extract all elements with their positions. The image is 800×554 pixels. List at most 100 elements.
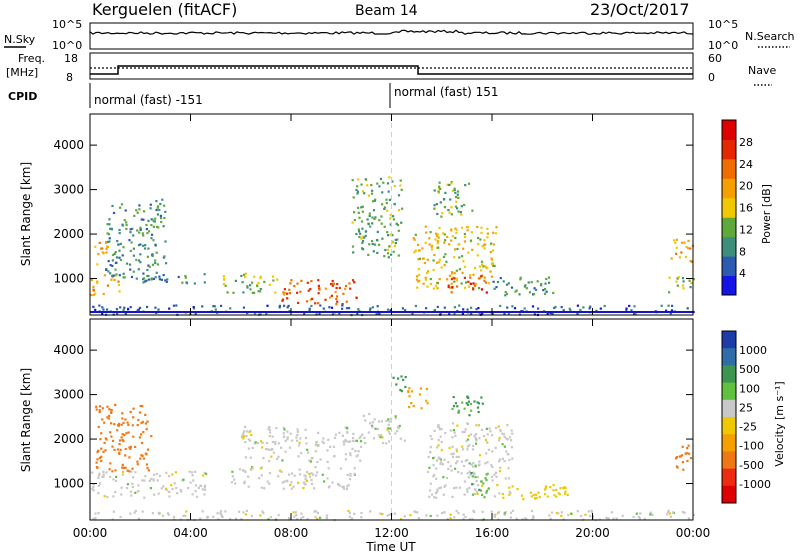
data-cell <box>478 463 481 466</box>
data-cell <box>280 470 283 473</box>
data-cell <box>394 241 397 245</box>
data-cell <box>471 248 474 251</box>
data-cell <box>122 246 125 249</box>
data-cell <box>471 448 475 451</box>
data-cell <box>550 511 554 514</box>
data-cell <box>129 228 132 231</box>
data-cell <box>278 304 281 307</box>
data-cell <box>268 435 271 438</box>
data-cell <box>160 217 163 220</box>
data-cell <box>458 486 461 489</box>
data-cell <box>231 470 234 473</box>
data-cell <box>151 218 154 221</box>
data-cell <box>346 431 349 434</box>
data-cell <box>444 484 447 487</box>
data-cell <box>297 481 300 484</box>
data-cell <box>349 454 352 457</box>
data-cell <box>128 263 132 266</box>
data-cell <box>230 481 234 484</box>
data-cell <box>450 181 453 184</box>
data-cell <box>321 473 324 476</box>
data-cell <box>120 486 123 489</box>
data-cell <box>490 262 493 266</box>
data-cell <box>433 496 436 499</box>
data-cell <box>360 183 363 186</box>
data-cell <box>109 462 112 465</box>
data-cell <box>135 258 138 262</box>
data-cell <box>134 471 137 474</box>
data-cell <box>139 243 142 246</box>
data-cell <box>498 439 501 442</box>
data-cell <box>291 439 294 442</box>
data-cell <box>119 206 122 209</box>
data-cell <box>288 446 292 449</box>
data-cell <box>475 424 478 427</box>
data-cell <box>234 482 237 485</box>
data-cell <box>243 430 246 433</box>
data-cell <box>132 476 135 479</box>
data-cell <box>392 241 395 244</box>
data-cell <box>223 278 226 281</box>
data-cell <box>476 254 479 257</box>
data-cell <box>363 192 366 195</box>
data-cell <box>435 232 438 235</box>
colorbar-swatch <box>722 451 736 470</box>
data-cell <box>410 402 413 405</box>
data-cell <box>588 515 592 518</box>
data-cell <box>681 284 685 287</box>
data-cell <box>371 426 374 429</box>
data-cell <box>92 483 95 486</box>
data-cell <box>244 456 247 459</box>
data-cell <box>370 183 373 187</box>
data-cell <box>106 240 110 244</box>
data-cell <box>486 227 489 230</box>
data-cell <box>295 436 298 439</box>
data-cell <box>414 233 417 236</box>
data-cell <box>314 302 317 305</box>
data-cell <box>463 235 467 239</box>
data-cell <box>361 227 364 230</box>
data-cell <box>540 282 543 286</box>
data-cell <box>466 472 469 475</box>
data-cell <box>530 281 533 284</box>
data-cell <box>353 219 356 222</box>
data-cell <box>456 424 459 427</box>
data-cell <box>675 238 678 241</box>
data-cell <box>287 304 290 307</box>
data-cell <box>268 460 271 463</box>
data-cell <box>387 427 390 430</box>
data-cell <box>199 484 202 487</box>
data-cell <box>332 282 336 285</box>
data-cell <box>129 490 133 493</box>
data-cell <box>389 223 392 226</box>
data-cell <box>281 481 284 484</box>
data-cell <box>109 264 112 267</box>
data-cell <box>351 439 354 443</box>
data-cell <box>110 411 113 414</box>
data-cell <box>304 475 307 478</box>
data-cell <box>396 238 399 241</box>
data-cell <box>470 409 473 412</box>
data-cell <box>101 313 104 316</box>
data-cell <box>457 210 460 213</box>
data-cell <box>351 179 354 182</box>
data-cell <box>483 276 486 279</box>
data-cell <box>466 438 470 441</box>
data-cell <box>355 233 358 236</box>
data-cell <box>475 439 478 442</box>
data-cell <box>463 203 466 207</box>
data-cell <box>103 421 106 424</box>
data-cell <box>121 412 124 415</box>
data-cell <box>108 237 111 240</box>
data-cell <box>555 511 558 515</box>
data-cell <box>272 279 275 282</box>
data-cell <box>418 393 421 396</box>
data-cell <box>152 239 155 242</box>
data-cell <box>435 477 438 480</box>
data-cell <box>129 249 132 252</box>
data-cell <box>386 252 390 255</box>
data-cell <box>437 236 440 239</box>
data-cell <box>443 485 446 488</box>
data-cell <box>419 387 423 390</box>
data-cell <box>266 441 269 445</box>
